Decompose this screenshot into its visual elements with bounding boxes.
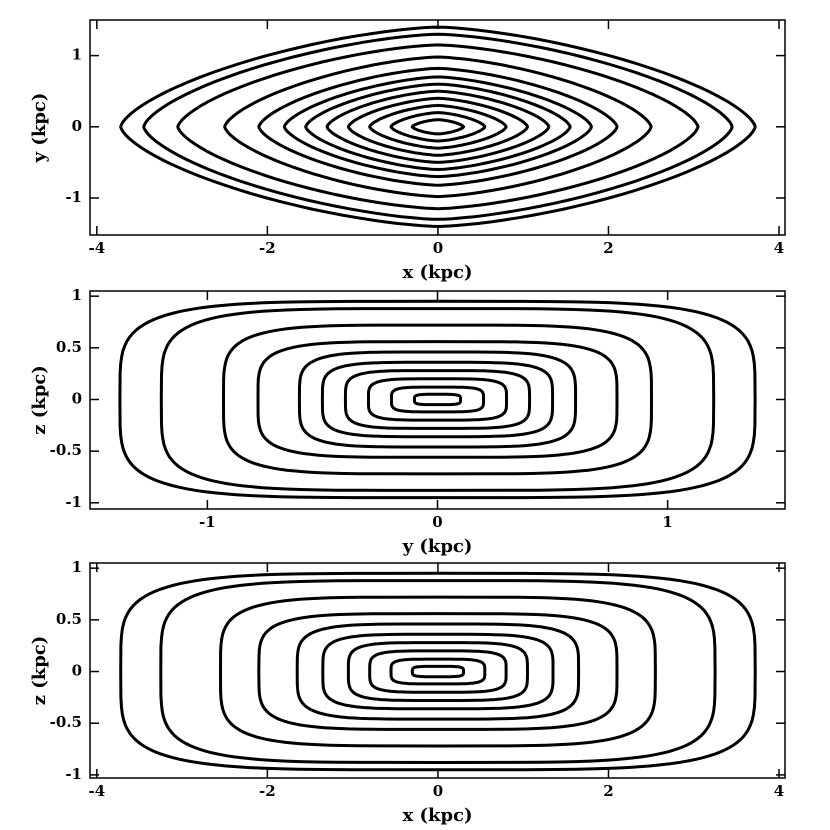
contour xyxy=(325,89,551,164)
contour xyxy=(159,307,716,492)
contour xyxy=(119,571,757,772)
y-axis-label: y (kpc) xyxy=(29,93,50,164)
contour xyxy=(142,32,734,221)
y-tick-label: 1 xyxy=(72,46,82,64)
plot-frame xyxy=(89,19,786,236)
y-axis-label: z (kpc) xyxy=(29,636,50,706)
contour xyxy=(410,118,465,136)
x-tick-label: 2 xyxy=(603,782,613,800)
x-tick-label: -4 xyxy=(88,239,105,257)
contour xyxy=(346,96,530,157)
y-tick-label: 0 xyxy=(72,662,82,680)
contour xyxy=(413,392,462,407)
contour xyxy=(223,55,653,199)
contour xyxy=(389,110,487,143)
contour xyxy=(410,664,465,679)
contour xyxy=(221,323,654,476)
y-tick-label: 0.5 xyxy=(56,338,82,356)
contour xyxy=(389,657,487,686)
y-tick-label: 0.5 xyxy=(56,610,82,628)
y-axis-label: z (kpc) xyxy=(29,365,50,435)
y-tick-label: 0 xyxy=(72,117,82,135)
contour xyxy=(218,595,657,748)
x-axis-label: x (kpc) xyxy=(402,805,472,826)
contour xyxy=(320,360,555,439)
contour xyxy=(257,612,619,731)
contour xyxy=(257,66,619,187)
x-tick-label: 2 xyxy=(603,239,613,257)
y-tick-label: -0.5 xyxy=(50,441,82,459)
y-tick-label: -0.5 xyxy=(50,713,82,731)
x-tick-label: 0 xyxy=(433,782,443,800)
contour xyxy=(282,75,593,179)
contour xyxy=(159,579,717,765)
x-tick-label: -2 xyxy=(259,239,276,257)
x-tick-label: -2 xyxy=(259,782,276,800)
x-tick-label: 4 xyxy=(774,239,784,257)
contour xyxy=(304,82,572,172)
contour xyxy=(368,649,508,694)
x-tick-label: 1 xyxy=(662,513,672,531)
y-tick-label: -1 xyxy=(65,765,82,783)
contour xyxy=(390,385,485,414)
y-tick-label: 0 xyxy=(72,389,82,407)
contour xyxy=(321,632,555,711)
x-tick-label: 0 xyxy=(432,513,442,531)
contour xyxy=(118,299,757,500)
contour xyxy=(367,377,508,422)
y-tick-label: 1 xyxy=(72,286,82,304)
contour xyxy=(297,350,578,449)
contour xyxy=(119,25,757,229)
contour xyxy=(343,369,532,430)
y-tick-label: -1 xyxy=(65,188,82,206)
y-tick-label: 1 xyxy=(72,558,82,576)
contour xyxy=(256,340,619,459)
x-axis-label: y (kpc) xyxy=(402,536,473,557)
contour xyxy=(368,103,508,150)
contour xyxy=(176,43,700,211)
y-tick-label: -1 xyxy=(65,493,82,511)
x-axis-label: x (kpc) xyxy=(402,262,472,283)
x-tick-label: -1 xyxy=(199,513,216,531)
x-tick-label: -4 xyxy=(88,782,105,800)
x-tick-label: 4 xyxy=(774,782,784,800)
contour xyxy=(346,641,530,702)
x-tick-label: 0 xyxy=(433,239,443,257)
contour xyxy=(295,622,581,721)
